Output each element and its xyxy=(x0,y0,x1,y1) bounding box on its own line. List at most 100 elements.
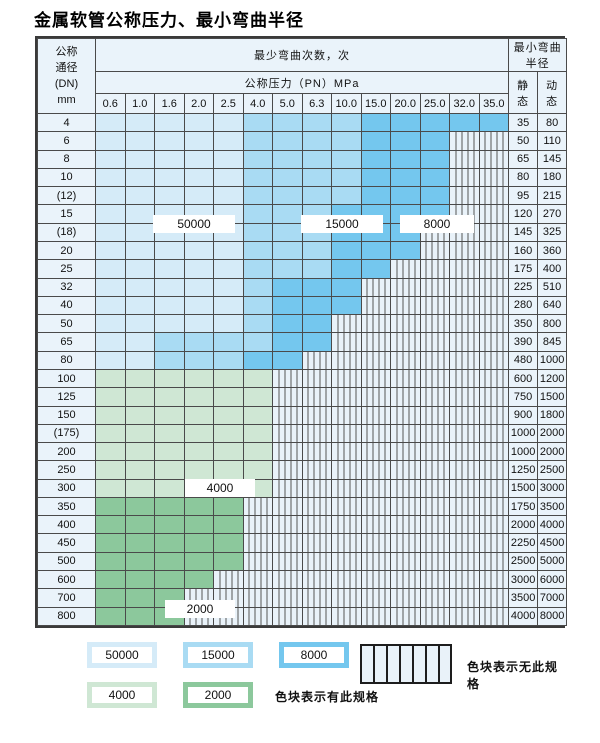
spec-cell xyxy=(301,478,332,498)
dynamic-radius-cell: 3000 xyxy=(537,478,568,498)
spec-cell xyxy=(360,186,391,206)
spec-cell xyxy=(301,186,332,206)
pressure-header-4.0: 4.0 xyxy=(242,93,273,114)
spec-cell xyxy=(449,149,480,169)
spec-cell xyxy=(478,515,510,535)
spec-cell xyxy=(272,295,303,316)
static-radius-cell: 350 xyxy=(508,314,539,334)
spec-cell xyxy=(95,496,126,517)
spec-cell xyxy=(213,350,244,370)
spec-cell xyxy=(183,332,214,352)
spec-cell xyxy=(124,314,155,334)
dn-value-cell: 700 xyxy=(37,588,96,608)
dynamic-radius-cell: 845 xyxy=(537,332,568,352)
pressure-header-35.0: 35.0 xyxy=(478,93,510,114)
spec-cell xyxy=(95,368,126,389)
spec-cell xyxy=(419,496,450,517)
dynamic-radius-cell: 3500 xyxy=(537,496,568,517)
spec-cell xyxy=(154,149,185,169)
spec-cell xyxy=(183,277,214,297)
spec-cell xyxy=(272,186,303,206)
spec-cell xyxy=(449,423,480,444)
spec-cell xyxy=(183,551,214,572)
spec-cell xyxy=(242,405,273,425)
spec-cell xyxy=(183,295,214,316)
spec-cell xyxy=(242,222,273,242)
spec-cell xyxy=(449,533,480,553)
spec-cell xyxy=(360,295,391,316)
spec-cell xyxy=(95,423,126,444)
table-row: 200 1000 2000 xyxy=(37,442,568,462)
spec-cell xyxy=(360,259,391,279)
spec-cell xyxy=(154,533,185,553)
table-row: 40 280 640 xyxy=(37,295,568,316)
spec-cell xyxy=(331,149,362,169)
spec-cell xyxy=(449,496,480,517)
spec-cell xyxy=(449,277,480,297)
spec-cell xyxy=(478,606,510,627)
dynamic-radius-cell: 4500 xyxy=(537,533,568,553)
legend-chip-50000-label: 50000 xyxy=(92,647,152,663)
spec-cell xyxy=(95,222,126,242)
spec-cell xyxy=(449,295,480,316)
spec-cell xyxy=(272,332,303,352)
spec-cell xyxy=(213,295,244,316)
spec-cell xyxy=(213,423,244,444)
table-row: 300 1500 3000 xyxy=(37,478,568,498)
spec-cell xyxy=(124,460,155,480)
spec-cell xyxy=(390,295,421,316)
bend-count-header: 最少弯曲次数，次 xyxy=(94,38,510,72)
spec-cell xyxy=(301,240,332,261)
spec-cell xyxy=(360,515,391,535)
spec-cell xyxy=(419,551,450,572)
dn-value-cell: 600 xyxy=(37,570,96,590)
spec-cell xyxy=(95,442,126,462)
static-radius-cell: 145 xyxy=(508,222,539,242)
dn-header-line-3: (DN) xyxy=(54,78,79,90)
static-radius-cell: 2000 xyxy=(508,515,539,535)
spec-cell xyxy=(154,240,185,261)
spec-cell xyxy=(449,588,480,608)
spec-cell xyxy=(154,167,185,188)
spec-cell xyxy=(242,570,273,590)
spec-cell xyxy=(478,149,510,169)
spec-cell xyxy=(331,551,362,572)
spec-cell xyxy=(95,405,126,425)
static-radius-cell: 900 xyxy=(508,405,539,425)
spec-table: 公称 通径 (DN) mm 最少弯曲次数，次 最小弯曲半径 公称压力（PN）MP… xyxy=(37,38,568,627)
spec-cell xyxy=(301,112,332,133)
spec-cell xyxy=(183,442,214,462)
spec-cell xyxy=(449,460,480,480)
spec-cell xyxy=(478,131,510,151)
spec-cell xyxy=(360,460,391,480)
spec-cell xyxy=(419,314,450,334)
dn-value-cell: 15 xyxy=(37,204,96,224)
static-radius-cell: 4000 xyxy=(508,606,539,627)
spec-cell xyxy=(390,314,421,334)
spec-cell xyxy=(478,423,510,444)
pressure-header-25.0: 25.0 xyxy=(419,93,450,114)
table-row: 250 1250 2500 xyxy=(37,460,568,480)
spec-cell xyxy=(124,240,155,261)
spec-cell xyxy=(124,277,155,297)
spec-cell xyxy=(272,496,303,517)
spec-cell xyxy=(449,442,480,462)
spec-cell xyxy=(95,533,126,553)
spec-cell xyxy=(419,423,450,444)
spec-cell xyxy=(301,460,332,480)
spec-cell xyxy=(331,515,362,535)
legend-chip-8000: 8000 xyxy=(279,642,349,668)
dn-header-line-1: 公称 xyxy=(55,46,78,58)
table-row: 600 3000 6000 xyxy=(37,570,568,590)
static-radius-cell: 1000 xyxy=(508,442,539,462)
dynamic-radius-cell: 7000 xyxy=(537,588,568,608)
spec-cell xyxy=(301,350,332,370)
static-radius-cell: 3500 xyxy=(508,588,539,608)
table-row: 10 80 180 xyxy=(37,167,568,188)
callout-50000: 50000 xyxy=(153,215,235,233)
static-radius-cell: 1000 xyxy=(508,423,539,444)
dn-value-cell: 6 xyxy=(37,131,96,151)
spec-cell xyxy=(478,387,510,407)
static-radius-cell: 95 xyxy=(508,186,539,206)
spec-cell xyxy=(213,167,244,188)
